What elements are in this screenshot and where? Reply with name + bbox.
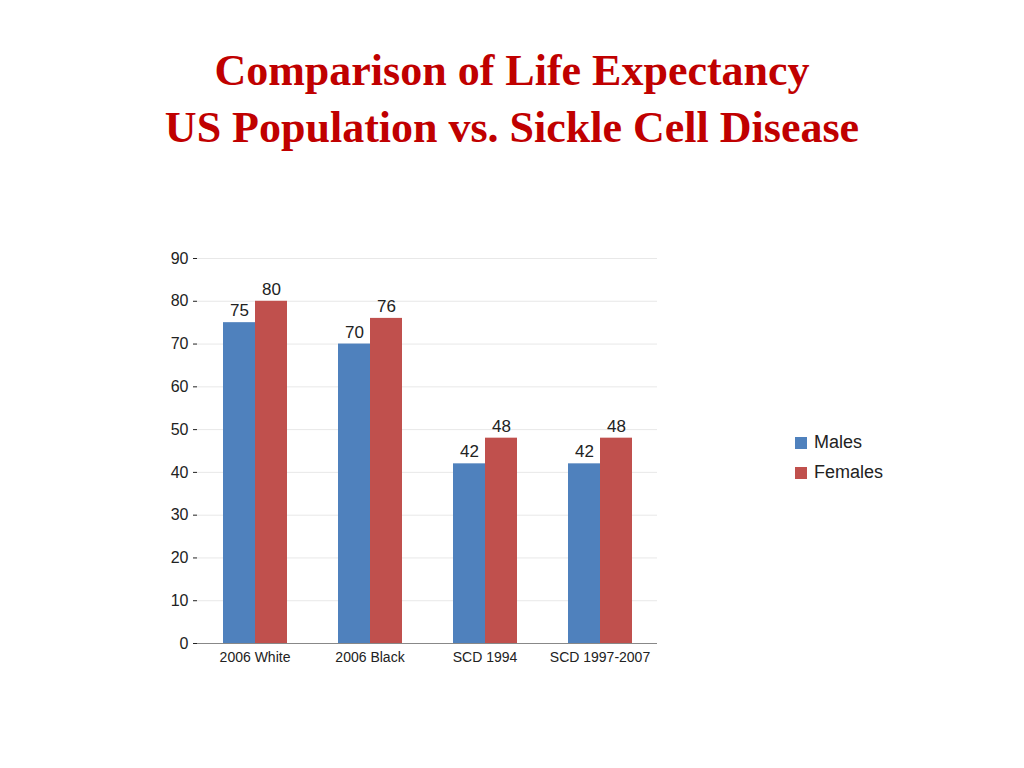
- svg-text:0: 0: [180, 635, 189, 652]
- html-text:Comparison of Life Expectancy: Comparison of Life Expectancy: [214, 46, 810, 95]
- svg-text:30: 30: [171, 506, 189, 523]
- svg-text:10: 10: [171, 592, 189, 609]
- svg-text:80: 80: [262, 280, 281, 299]
- svg-text:2006 Black: 2006 Black: [335, 649, 405, 665]
- svg-text:42: 42: [460, 442, 479, 461]
- svg-text:80: 80: [171, 292, 189, 309]
- svg-text:48: 48: [492, 417, 511, 436]
- html-text:Males: Males: [814, 432, 862, 452]
- html-text:Females: Females: [814, 462, 883, 482]
- svg-text:90: 90: [171, 250, 189, 267]
- svg-text:70: 70: [345, 322, 364, 341]
- svg-text:70: 70: [171, 335, 189, 352]
- svg-text:75: 75: [230, 301, 249, 320]
- svg-text:42: 42: [575, 442, 594, 461]
- svg-text:SCD 1997-2007: SCD 1997-2007: [550, 649, 651, 665]
- svg-text:40: 40: [171, 464, 189, 481]
- svg-text:76: 76: [377, 297, 396, 316]
- html-text:US Population vs. Sickle Cell: US Population vs. Sickle Cell Disease: [164, 103, 860, 152]
- svg-text:50: 50: [171, 421, 189, 438]
- svg-text:2006 White: 2006 White: [220, 649, 291, 665]
- svg-text:60: 60: [171, 378, 189, 395]
- svg-text:SCD 1994: SCD 1994: [453, 649, 518, 665]
- svg-text:20: 20: [171, 549, 189, 566]
- svg-text:48: 48: [607, 417, 626, 436]
